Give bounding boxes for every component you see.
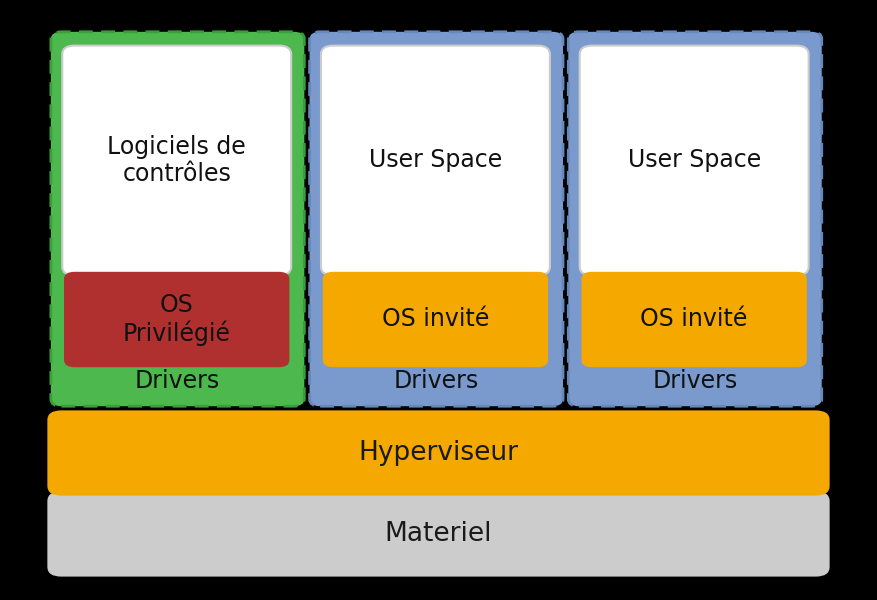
Text: User Space: User Space xyxy=(369,148,502,173)
FancyBboxPatch shape xyxy=(310,32,563,406)
Text: OS invité: OS invité xyxy=(381,307,489,331)
Text: OS invité: OS invité xyxy=(640,307,748,331)
Text: User Space: User Space xyxy=(628,148,760,173)
FancyBboxPatch shape xyxy=(321,46,550,275)
Text: Materiel: Materiel xyxy=(385,521,492,547)
Text: Hyperviseur: Hyperviseur xyxy=(359,440,518,466)
FancyBboxPatch shape xyxy=(47,410,830,496)
FancyBboxPatch shape xyxy=(580,46,809,275)
FancyBboxPatch shape xyxy=(568,32,822,406)
FancyBboxPatch shape xyxy=(323,272,548,367)
Text: Logiciels de
contrôles: Logiciels de contrôles xyxy=(107,134,246,187)
FancyBboxPatch shape xyxy=(51,32,304,406)
FancyBboxPatch shape xyxy=(64,272,289,367)
Text: Drivers: Drivers xyxy=(394,369,479,393)
Text: Drivers: Drivers xyxy=(135,369,220,393)
Text: Drivers: Drivers xyxy=(652,369,738,393)
FancyBboxPatch shape xyxy=(581,272,807,367)
FancyBboxPatch shape xyxy=(62,46,291,275)
FancyBboxPatch shape xyxy=(47,491,830,577)
Text: OS
Privilégié: OS Privilégié xyxy=(123,293,231,346)
